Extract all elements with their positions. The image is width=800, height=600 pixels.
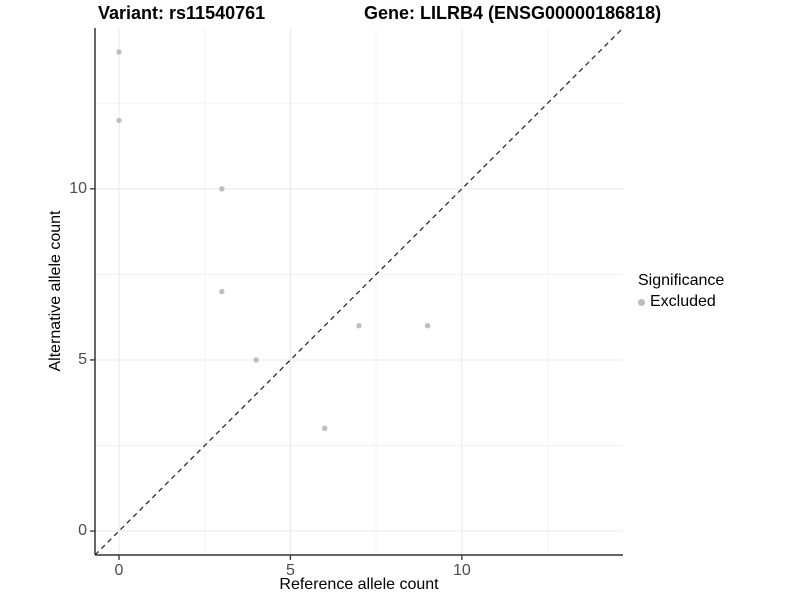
y-axis-title: Alternative allele count <box>47 210 64 372</box>
legend-title: Significance <box>638 272 725 289</box>
legend-item-label: Excluded <box>650 293 716 310</box>
data-point <box>219 288 225 295</box>
data-point <box>219 186 225 192</box>
x-tick-label: 10 <box>452 562 471 579</box>
identity-line <box>94 27 624 556</box>
legend-point-icon <box>638 298 645 306</box>
data-point <box>116 49 122 55</box>
y-tick-label: 0 <box>78 522 87 540</box>
data-point <box>116 117 122 124</box>
data-point <box>356 323 362 329</box>
plot-title-variant: Variant: rs11540761 <box>98 3 266 23</box>
legend-item-excluded: Excluded <box>638 293 724 311</box>
x-tick-label: 5 <box>285 562 295 579</box>
y-tick-label: 10 <box>69 179 87 197</box>
y-tick-label: 5 <box>78 350 87 368</box>
plot-title-gene: Gene: LILRB4 (ENSG00000186818) <box>364 3 662 23</box>
data-point <box>253 357 259 363</box>
data-point <box>424 323 431 329</box>
legend: Significance Excluded <box>638 272 724 311</box>
data-point <box>322 425 328 432</box>
x-tick-label: 0 <box>114 562 124 579</box>
x-axis-title: Reference allele count <box>279 576 439 593</box>
